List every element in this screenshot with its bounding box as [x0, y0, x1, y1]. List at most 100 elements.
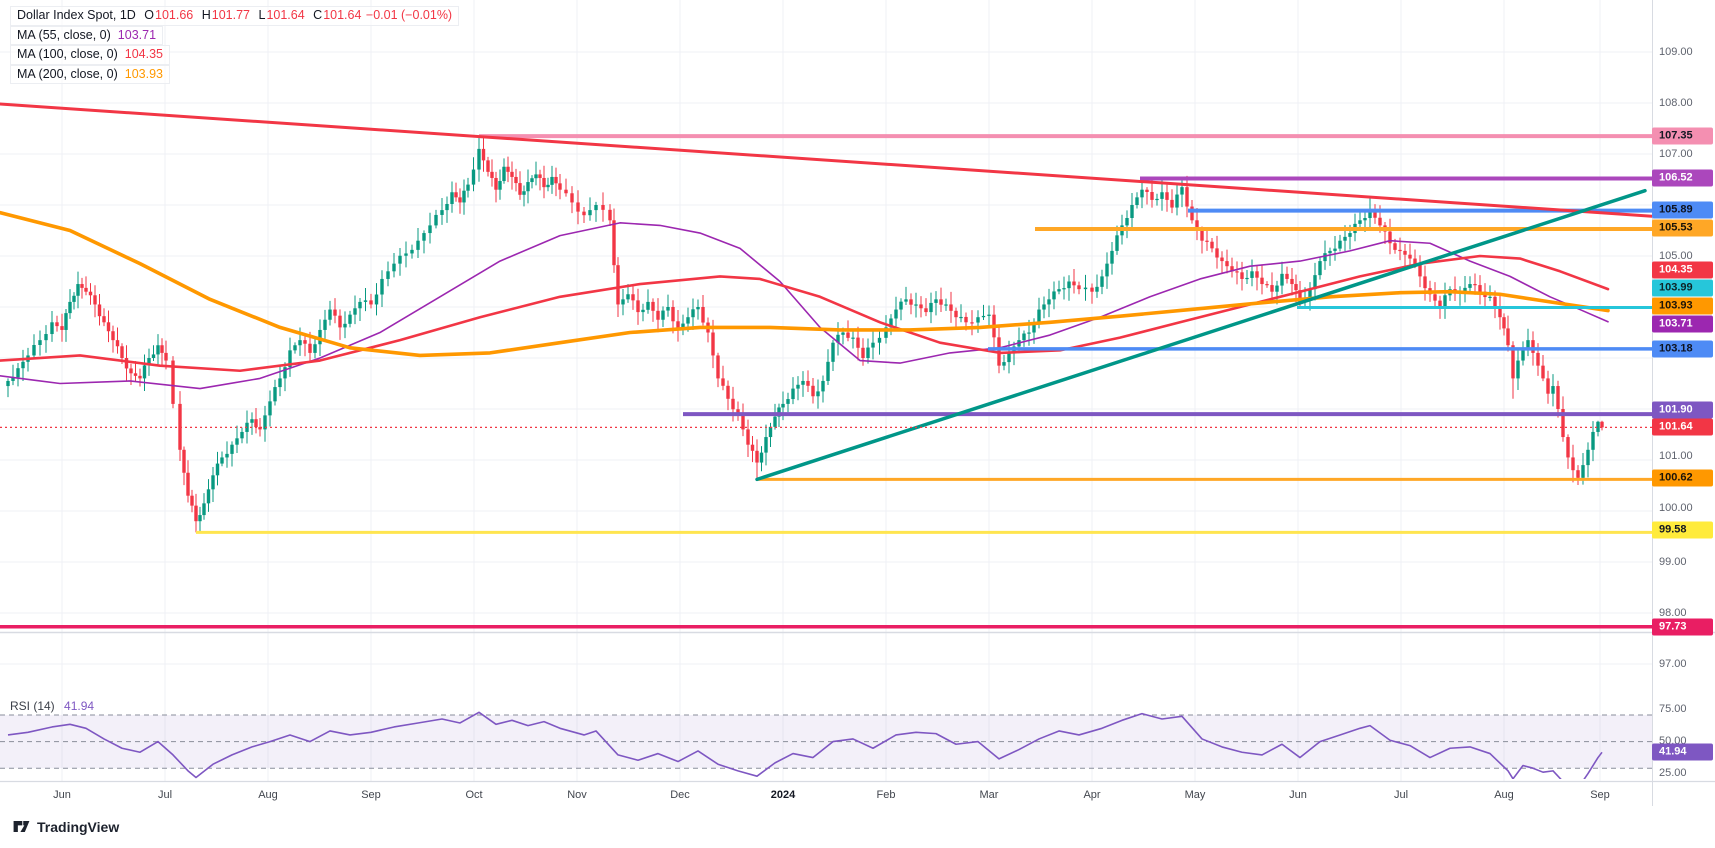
candle-body [225, 453, 229, 458]
candle-body [1115, 235, 1119, 251]
candle-body [1002, 362, 1006, 366]
price-label-ma200: 103.93 [1652, 297, 1713, 315]
symbol-row[interactable]: Dollar Index Spot, 1D O101.66 H101.77 L1… [10, 6, 460, 26]
price-label-103-18: 103.18 [1652, 340, 1713, 358]
candle-body [380, 278, 384, 295]
ascending-trendline[interactable] [755, 188, 1647, 482]
descending-trendline[interactable] [0, 102, 1654, 218]
axis-tick-98.00: 98.00 [1659, 607, 1687, 619]
candle-body [736, 409, 740, 415]
candle-body [1318, 261, 1322, 276]
ma-legend-row-3[interactable]: MA (200, close, 0) 103.93 [10, 64, 170, 84]
axis-tick-105.00: 105.00 [1659, 250, 1693, 262]
price-label-105-89: 105.89 [1652, 201, 1713, 219]
candle-body [550, 176, 554, 185]
candle-body [115, 340, 120, 347]
candle-body [1160, 192, 1164, 199]
ma-55-line-path [0, 222, 1609, 390]
candle-body [129, 368, 133, 374]
candle-body [283, 367, 287, 379]
candle-body [1110, 250, 1114, 264]
axis-tick-107.00: 107.00 [1659, 148, 1693, 160]
candle-body [147, 358, 151, 366]
candle-body [981, 315, 986, 318]
rsi-legend[interactable]: RSI (14) 41.94 [10, 699, 94, 713]
candle-body [445, 203, 449, 211]
ma-55-line[interactable] [0, 222, 1609, 390]
candle-body [711, 332, 715, 356]
candle-body [919, 304, 923, 309]
candle-body [1551, 386, 1555, 394]
candle-body [278, 378, 282, 388]
candle-body [206, 489, 211, 504]
candle-body [76, 284, 80, 296]
candle-body [554, 176, 558, 184]
candle-body [1294, 284, 1298, 291]
ma-legend-row-2[interactable]: MA (100, close, 0) 104.35 [10, 45, 170, 65]
rsi-line [7, 711, 1603, 779]
price-label-107-35: 107.35 [1652, 127, 1713, 145]
low-value: 101.64 [266, 8, 305, 22]
candle-body [60, 326, 64, 330]
candle-body [836, 334, 840, 343]
candle-body [871, 342, 875, 348]
candle-body [1180, 187, 1184, 195]
candle-body [1125, 218, 1129, 226]
candle-body [861, 347, 865, 358]
candle-body [1561, 409, 1565, 438]
time-label-Jul: Jul [1393, 789, 1409, 801]
candle-body [1215, 248, 1219, 258]
candle-body [1576, 470, 1580, 478]
candle-body [1433, 294, 1437, 301]
candle-body [949, 304, 953, 311]
candle-body [1225, 261, 1229, 267]
candle-body [530, 178, 534, 183]
price-label-101-90: 101.90 [1652, 401, 1713, 419]
candle-body [263, 415, 267, 430]
candle-body [458, 197, 462, 203]
candle-body [1368, 210, 1372, 219]
candle-body [768, 426, 773, 438]
candle-body [268, 401, 272, 416]
candle-body [1185, 187, 1189, 207]
candle-body [102, 316, 106, 323]
candle-body [502, 166, 506, 182]
candle-body [1175, 194, 1179, 208]
candle-body [811, 385, 815, 397]
rsi-value-label: 41.94 [1652, 743, 1713, 761]
candle-body [959, 316, 963, 319]
candle-body [160, 345, 164, 353]
candle-body [220, 457, 224, 464]
rsi-pane[interactable] [0, 714, 1652, 769]
candle-body [851, 337, 855, 339]
candle-body [16, 368, 20, 378]
candle-body [1072, 281, 1076, 286]
candle-body [746, 429, 750, 445]
candle-body [416, 240, 420, 250]
ma-legend-row-1[interactable]: MA (55, close, 0) 103.71 [10, 25, 164, 45]
time-label-Apr: Apr [1083, 789, 1101, 801]
candle-body [250, 419, 254, 423]
candle-body [1308, 289, 1312, 299]
ma-200-line[interactable] [0, 210, 1610, 358]
candle-body [661, 310, 665, 320]
time-label-Sep: Sep [361, 789, 381, 801]
price-label-ma55: 103.71 [1652, 315, 1713, 333]
tradingview-logo[interactable]: TradingView [12, 817, 119, 836]
candle-body [1298, 290, 1302, 302]
axis-tick-109.00: 109.00 [1659, 46, 1693, 58]
descending-trendline-line [0, 102, 1654, 218]
symbol-title: Dollar Index Spot, 1D [17, 8, 136, 22]
candle-body [1403, 250, 1407, 255]
candle-body [1348, 233, 1352, 237]
candle-body [970, 322, 974, 324]
candle-body [616, 265, 620, 305]
candle-body [490, 171, 494, 178]
candle-body [806, 380, 810, 386]
candle-body [404, 253, 408, 256]
candle-body [1255, 271, 1259, 278]
candle-body [1205, 240, 1209, 242]
candle-body [138, 375, 142, 379]
candle-body [410, 249, 414, 254]
